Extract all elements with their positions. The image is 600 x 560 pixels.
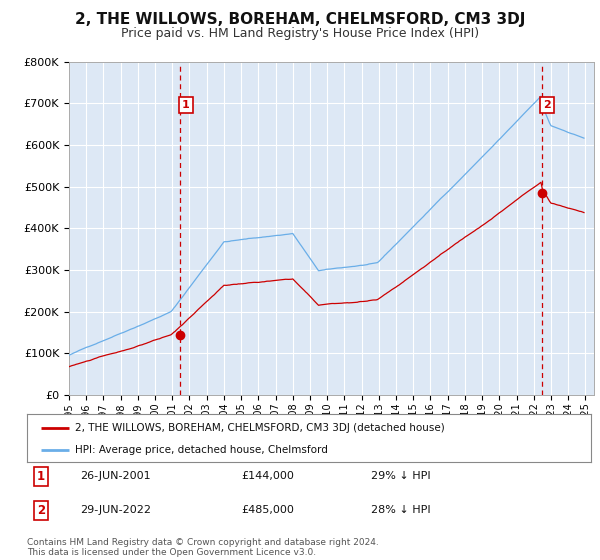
Text: Contains HM Land Registry data © Crown copyright and database right 2024.
This d: Contains HM Land Registry data © Crown c… bbox=[27, 538, 379, 557]
Text: 29-JUN-2022: 29-JUN-2022 bbox=[80, 505, 152, 515]
Text: 28% ↓ HPI: 28% ↓ HPI bbox=[371, 505, 431, 515]
Text: 1: 1 bbox=[37, 470, 45, 483]
Text: 29% ↓ HPI: 29% ↓ HPI bbox=[371, 472, 431, 482]
Text: £485,000: £485,000 bbox=[241, 505, 294, 515]
Text: £144,000: £144,000 bbox=[241, 472, 294, 482]
Text: HPI: Average price, detached house, Chelmsford: HPI: Average price, detached house, Chel… bbox=[75, 445, 328, 455]
Text: 26-JUN-2001: 26-JUN-2001 bbox=[80, 472, 151, 482]
Text: Price paid vs. HM Land Registry's House Price Index (HPI): Price paid vs. HM Land Registry's House … bbox=[121, 27, 479, 40]
Text: 2, THE WILLOWS, BOREHAM, CHELMSFORD, CM3 3DJ: 2, THE WILLOWS, BOREHAM, CHELMSFORD, CM3… bbox=[75, 12, 525, 27]
Text: 2: 2 bbox=[37, 504, 45, 517]
Text: 2: 2 bbox=[543, 100, 551, 110]
Text: 2, THE WILLOWS, BOREHAM, CHELMSFORD, CM3 3DJ (detached house): 2, THE WILLOWS, BOREHAM, CHELMSFORD, CM3… bbox=[75, 423, 445, 433]
Text: 1: 1 bbox=[182, 100, 190, 110]
